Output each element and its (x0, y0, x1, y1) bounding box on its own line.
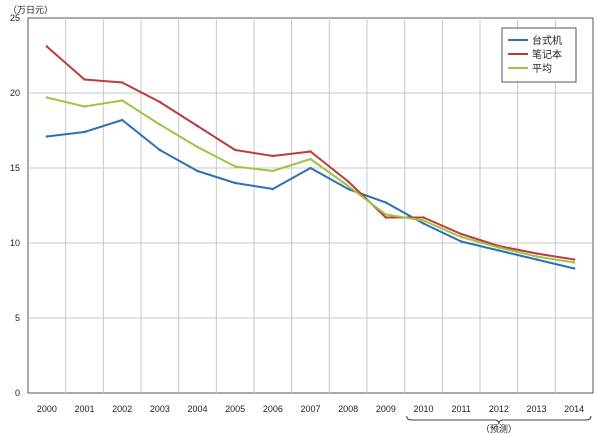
series-2 (45, 45, 576, 261)
x-tick-label: 2014 (564, 404, 584, 414)
series-3 (45, 96, 576, 264)
x-tick-label: 2006 (263, 404, 283, 414)
data-point (497, 249, 501, 252)
data-point (459, 235, 463, 239)
data-point (196, 124, 199, 128)
data-point (158, 148, 162, 152)
forecast-label: （预测） (481, 424, 517, 434)
x-tick-label: 2005 (225, 404, 245, 414)
data-point (572, 261, 576, 264)
data-point (158, 123, 162, 126)
data-point (309, 150, 312, 153)
data-point (422, 222, 425, 225)
data-point (83, 130, 86, 134)
data-point (196, 169, 199, 173)
x-tick-label: 2002 (112, 404, 132, 414)
x-tick-label: 2003 (150, 404, 170, 414)
x-tick-label: 2011 (451, 404, 470, 414)
x-tick-label: 2000 (37, 404, 57, 414)
data-point (45, 96, 49, 99)
data-point (120, 81, 124, 84)
forecast-bracket: （预测） (406, 415, 592, 434)
legend-label: 笔记本 (532, 48, 562, 61)
data-point (83, 78, 86, 81)
data-point (422, 219, 425, 222)
x-tick-label: 2013 (526, 404, 546, 414)
data-point (120, 99, 124, 102)
data-point (233, 165, 237, 168)
data-point (45, 135, 49, 138)
plot-border (27, 17, 594, 394)
data-point (233, 181, 237, 185)
x-tick-label: 2007 (300, 404, 320, 414)
x-tick-label: 2008 (338, 404, 358, 414)
data-point (572, 267, 576, 270)
data-point (309, 166, 312, 170)
x-tick-label: 2004 (187, 404, 207, 414)
forecast-brace (406, 415, 592, 425)
y-tick-label: 0 (15, 388, 20, 398)
data-point (422, 216, 425, 219)
data-point (158, 100, 162, 104)
y-tick-label: 5 (15, 313, 20, 323)
x-axis-ticks: 2000 2001 2002 2003 2004 2005 2006 2007 2008 2009… (37, 404, 584, 414)
data-point (346, 180, 350, 183)
data-point (572, 258, 576, 261)
x-tick-label: 2012 (489, 404, 509, 414)
data-point (384, 201, 388, 204)
legend-label: 台式机 (532, 34, 562, 47)
data-point (384, 213, 388, 216)
data-point (346, 187, 350, 191)
data-point (120, 118, 124, 122)
data-point (271, 187, 275, 191)
data-point (271, 169, 275, 173)
data-point (271, 154, 275, 158)
y-tick-label: 25 (10, 13, 20, 23)
data-point (497, 246, 501, 249)
data-point (196, 145, 199, 149)
legend-label: 平均 (532, 63, 552, 75)
data-point (459, 232, 463, 236)
data-point (45, 45, 49, 48)
data-point (384, 216, 388, 219)
data-point (233, 148, 237, 152)
data-point (309, 157, 312, 161)
y-tick-label: 20 (10, 88, 20, 98)
data-point (459, 240, 463, 243)
x-tick-label: 2009 (376, 404, 396, 414)
series-1 (45, 118, 576, 270)
x-tick-label: 2001 (74, 404, 94, 414)
data-point (535, 258, 538, 261)
data-point (346, 184, 350, 188)
y-tick-label: 10 (10, 238, 20, 248)
y-axis-unit-label: （万日元） (8, 5, 53, 15)
series-lines (45, 45, 576, 270)
data-point (535, 255, 538, 258)
x-tick-label: 2010 (413, 404, 433, 414)
series-line (46, 45, 575, 261)
data-point (535, 252, 538, 255)
data-point (83, 105, 86, 108)
y-axis-ticks: 0 5 10 15 20 25 (10, 13, 20, 398)
y-tick-label: 15 (10, 163, 20, 173)
